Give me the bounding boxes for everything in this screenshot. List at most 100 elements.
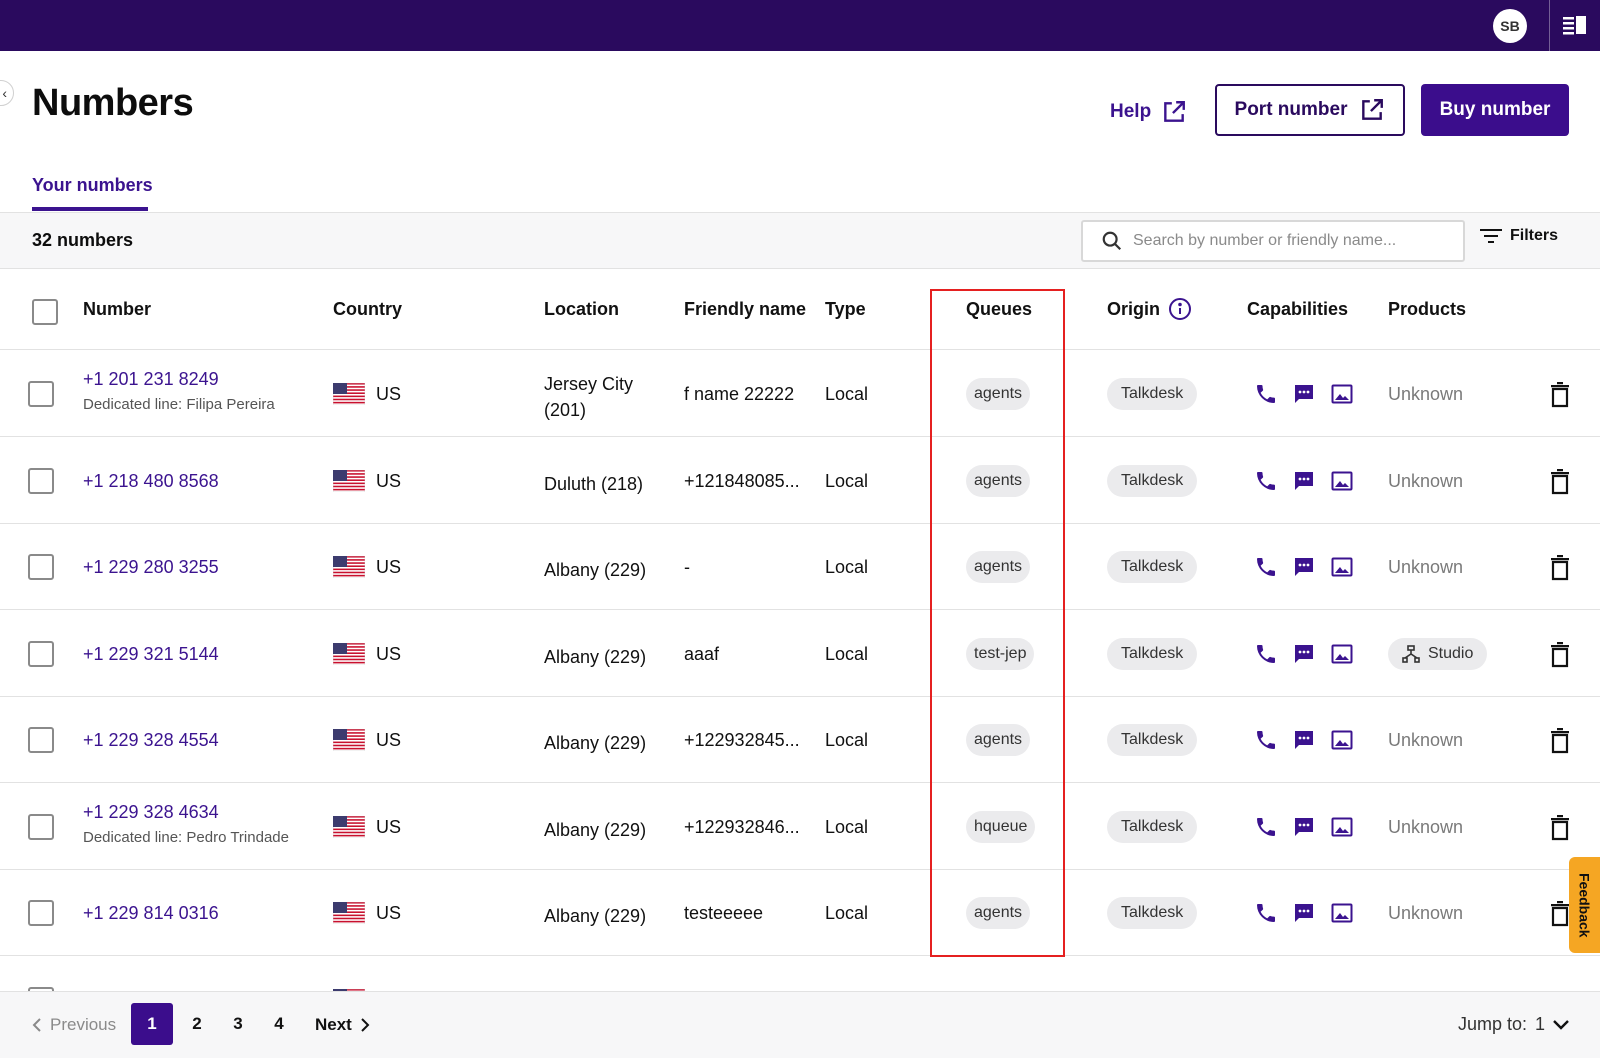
mms-icon (1331, 730, 1353, 750)
location-cell: Albany (229) (544, 819, 647, 840)
phone-icon (1257, 558, 1275, 576)
table-header: Number Country Location Friendly name Ty… (0, 269, 1600, 350)
number-cell: +1 267 732 1163 (83, 990, 217, 992)
col-location[interactable]: Location (544, 299, 619, 319)
delete-icon[interactable] (1549, 382, 1571, 408)
mms-icon (1331, 471, 1353, 490)
phone-icon (1257, 817, 1275, 836)
col-queues[interactable]: Queues (966, 299, 1033, 319)
phone-number-link[interactable]: +1 201 231 8249 (83, 369, 219, 389)
country-cell: US (376, 816, 402, 837)
queue-chip: agents (966, 551, 1031, 583)
origin-label: Origin (1107, 298, 1160, 319)
delete-icon[interactable] (1549, 901, 1571, 927)
page-button-4[interactable]: 4 (274, 1014, 284, 1033)
phone-icon (1257, 904, 1275, 922)
external-link-icon (1164, 101, 1186, 122)
col-country[interactable]: Country (333, 299, 402, 319)
row-checkbox[interactable] (28, 900, 54, 926)
search-input[interactable] (1133, 232, 1453, 250)
jump-label: Jump to: (1458, 1014, 1528, 1034)
row-checkbox[interactable] (28, 986, 54, 991)
mms-icon (1331, 903, 1353, 923)
table-row[interactable]: +1 229 321 5144 US Albany (229) aaaf Local te… (0, 611, 1600, 697)
search-box[interactable] (1081, 220, 1465, 262)
info-icon[interactable] (1168, 297, 1192, 321)
delete-icon[interactable] (1549, 814, 1571, 841)
row-checkbox[interactable] (28, 381, 54, 407)
page-button-3[interactable]: 3 (233, 1014, 243, 1033)
col-origin[interactable]: Origin (1107, 297, 1192, 321)
col-friendly-name[interactable]: Friendly name (684, 299, 807, 319)
delete-icon[interactable] (1549, 555, 1571, 581)
type-cell: Local (825, 816, 869, 837)
row-checkbox[interactable] (28, 554, 54, 580)
number-cell: +1 229 328 4634 Dedicated line: Pedro Tri… (83, 802, 289, 846)
us-flag-icon (333, 642, 365, 665)
number-cell: +1 201 231 8249 Dedicated line: Filipa Pe… (83, 369, 275, 413)
table-row[interactable]: +1 229 814 0316 US Albany (229) testeeeee Lo… (0, 870, 1600, 956)
delete-icon[interactable] (1549, 468, 1571, 495)
capabilities-cell (1254, 728, 1354, 752)
type-cell: Local (825, 643, 869, 664)
col-type[interactable]: Type (825, 299, 866, 319)
port-number-button[interactable]: Port number (1215, 84, 1405, 136)
filters-button[interactable]: Filters (1480, 227, 1558, 245)
phone-number-link[interactable]: +1 229 280 3255 (83, 557, 219, 577)
phone-number-link[interactable]: +1 229 328 4554 (83, 730, 219, 750)
jump-to-page[interactable]: Jump to: 1 (1458, 1014, 1569, 1035)
mms-icon (1331, 817, 1353, 836)
table-row[interactable]: +1 218 480 8568 US Duluth (218) +121848085.… (0, 438, 1600, 524)
help-label: Help (1110, 101, 1152, 122)
country-cell: US (376, 990, 401, 992)
mms-icon (1331, 384, 1353, 404)
phone-number-link[interactable]: +1 218 480 8568 (83, 470, 219, 491)
sms-icon (1295, 904, 1313, 922)
us-flag-icon (333, 469, 365, 492)
product-cell: Unknown (1388, 557, 1464, 577)
row-checkbox[interactable] (28, 813, 54, 840)
row-checkbox[interactable] (28, 727, 54, 753)
previous-label: Previous (50, 1015, 117, 1034)
type-cell: Local (825, 470, 869, 491)
product-cell: Unknown (1388, 816, 1464, 837)
next-page-button[interactable]: Next (315, 1015, 370, 1035)
sms-icon (1295, 644, 1313, 663)
table-row[interactable]: +1 229 280 3255 US Albany (229) - Local agent… (0, 524, 1600, 610)
phone-number-link[interactable]: +1 229 321 5144 (83, 643, 219, 664)
previous-page-button[interactable]: Previous (32, 1015, 116, 1035)
page-button-1[interactable]: 1 (131, 1003, 173, 1045)
feedback-tab[interactable]: Feedback (1569, 857, 1600, 953)
buy-number-button[interactable]: Buy number (1421, 84, 1569, 136)
country-cell: US (376, 470, 402, 491)
product-chip: Studio (1388, 637, 1488, 670)
us-flag-icon (333, 988, 365, 991)
table-row[interactable]: +1 201 231 8249 Dedicated line: Filipa Pe… (0, 351, 1600, 437)
page-button-2[interactable]: 2 (192, 1014, 202, 1033)
table-row[interactable]: +1 229 328 4634 Dedicated line: Pedro Tri… (0, 784, 1600, 870)
table-row[interactable]: +1 267 732 1163USPhiladelphiaLocal (0, 957, 1600, 992)
delete-icon[interactable] (1549, 728, 1571, 754)
product-label: Studio (1428, 644, 1474, 662)
phone-number-link[interactable]: +1 267 732 1163 (83, 990, 217, 992)
capabilities-cell (1254, 382, 1354, 406)
tab-your-numbers[interactable]: Your numbers (32, 175, 153, 195)
collapse-sidebar-button[interactable]: ‹ (0, 80, 14, 106)
row-checkbox[interactable] (28, 467, 54, 494)
type-cell: Local (825, 903, 869, 923)
side-panel-icon[interactable] (1563, 15, 1587, 35)
select-all-checkbox[interactable] (32, 299, 58, 325)
help-link[interactable]: Help (1110, 96, 1187, 128)
phone-number-link[interactable]: +1 229 814 0316 (83, 903, 219, 923)
col-number[interactable]: Number (83, 299, 152, 319)
number-cell: +1 229 814 0316 (83, 903, 219, 924)
us-flag-icon (333, 556, 365, 578)
phone-number-link[interactable]: +1 229 328 4634 (83, 801, 219, 822)
sms-icon (1295, 817, 1313, 836)
delete-icon[interactable] (1549, 641, 1571, 668)
row-checkbox[interactable] (28, 640, 54, 667)
next-label: Next (315, 1015, 352, 1034)
capabilities-cell (1254, 555, 1354, 579)
user-avatar[interactable]: SB (1493, 9, 1527, 43)
table-row[interactable]: +1 229 328 4554 US Albany (229) +122932845.… (0, 697, 1600, 783)
